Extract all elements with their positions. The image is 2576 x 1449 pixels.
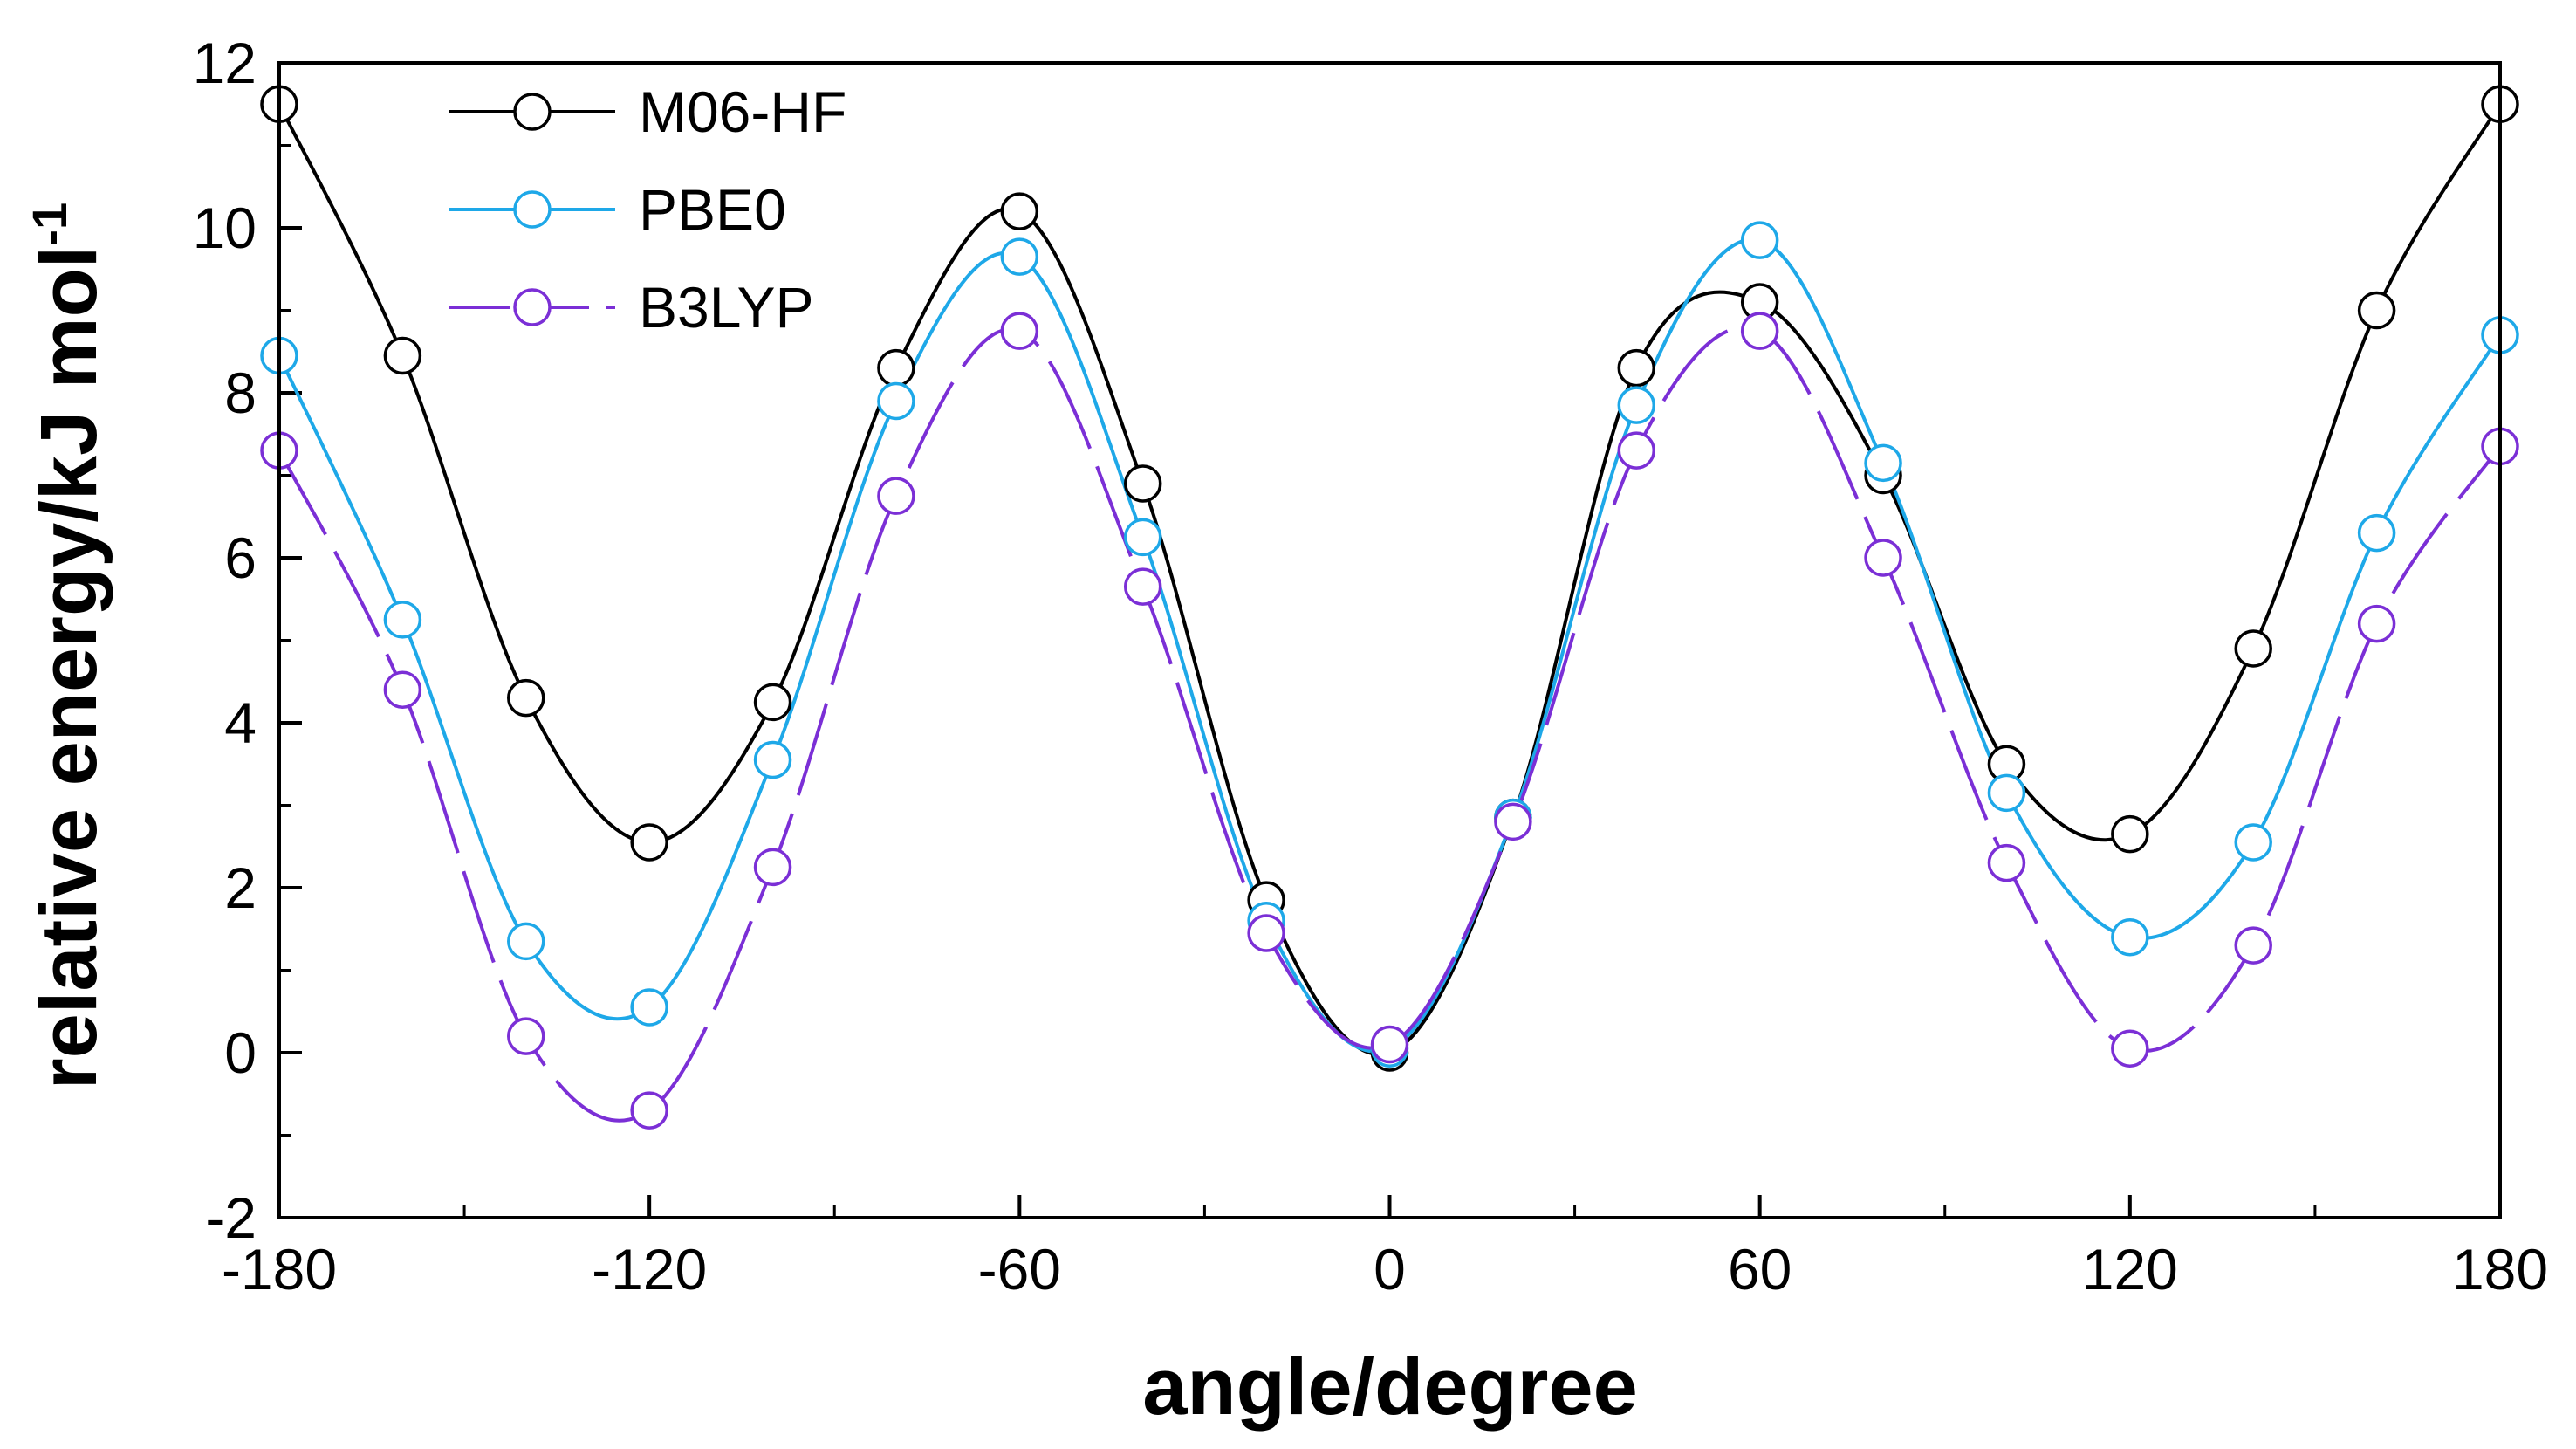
data-point-m06-hf — [507, 678, 545, 718]
data-point-b3lyp — [1247, 914, 1285, 952]
x-tick-label: 120 — [2082, 1237, 2178, 1301]
series-line-pbe0 — [277, 237, 2502, 1054]
legend-marker-pbe0 — [513, 190, 552, 229]
data-point-m06-hf — [2111, 814, 2149, 854]
legend-label-m06-hf: M06-HF — [639, 79, 846, 144]
data-point-pbe0 — [2111, 917, 2149, 957]
y-tick-label: 12 — [193, 31, 257, 95]
data-point-pbe0 — [2234, 823, 2272, 862]
data-point-m06-hf — [1617, 348, 1656, 388]
x-tick-label: 0 — [1374, 1237, 1406, 1301]
data-point-pbe0 — [1987, 773, 2026, 813]
y-axis-title-superscript: -1 — [22, 203, 77, 246]
data-point-b3lyp — [877, 477, 915, 515]
data-point-b3lyp — [2357, 604, 2396, 643]
plot-frame — [277, 61, 2502, 1219]
x-tick-label: -180 — [222, 1237, 337, 1301]
data-point-m06-hf — [2234, 629, 2272, 668]
legend-label-b3lyp: B3LYP — [639, 275, 814, 340]
data-point-b3lyp — [507, 1017, 545, 1055]
data-point-pbe0 — [753, 740, 792, 779]
x-tick-labels: -180 -120 -60 0 60 120 180 — [222, 1237, 2548, 1301]
y-axis-title-main: relative energy/kJ mol — [24, 246, 113, 1090]
y-tick-label: 10 — [193, 196, 257, 260]
legend-marker-b3lyp — [513, 288, 552, 326]
legend-marker-m06-hf — [513, 93, 552, 131]
legend-label-pbe0: PBE0 — [639, 177, 786, 242]
data-point-m06-hf — [1000, 192, 1039, 230]
y-tick-label: 2 — [224, 855, 257, 920]
y-tick-label: 4 — [224, 690, 257, 755]
data-point-b3lyp — [1864, 539, 1902, 577]
data-point-m06-hf — [630, 823, 668, 862]
data-point-pbe0 — [507, 922, 545, 961]
data-point-pbe0 — [2357, 513, 2396, 553]
marker-layer — [260, 85, 2519, 1130]
series-line-m06-hf — [277, 103, 2502, 1056]
y-tick-label: 0 — [224, 1020, 257, 1085]
y-axis-title: relative energy/kJ mol-1 — [22, 203, 113, 1089]
y-tick-label: -2 — [205, 1185, 257, 1250]
data-point-m06-hf — [383, 336, 422, 375]
y-tick-label: 6 — [224, 525, 257, 590]
data-point-b3lyp — [1123, 567, 1162, 606]
x-tick-label: 60 — [1728, 1237, 1792, 1301]
x-axis-title: angle/degree — [1142, 1343, 1638, 1432]
x-tick-label: -120 — [592, 1237, 707, 1301]
data-point-pbe0 — [630, 988, 668, 1027]
data-point-pbe0 — [1000, 237, 1039, 276]
data-point-b3lyp — [1987, 843, 2026, 882]
data-point-b3lyp — [1370, 1025, 1409, 1064]
data-point-pbe0 — [1864, 443, 1902, 483]
data-point-pbe0 — [383, 601, 422, 639]
data-point-b3lyp — [753, 848, 792, 887]
series-layer — [277, 103, 2502, 1123]
data-point-pbe0 — [1123, 518, 1162, 557]
series-line-b3lyp — [277, 326, 2502, 1123]
data-point-m06-hf — [753, 683, 792, 722]
data-point-pbe0 — [1617, 386, 1656, 424]
y-tick-labels: -2 0 2 4 6 8 10 12 — [193, 31, 257, 1250]
data-point-m06-hf — [2357, 291, 2396, 330]
data-point-b3lyp — [1000, 312, 1039, 350]
legend: M06-HF PBE0 B3LYP — [449, 79, 846, 340]
data-point-b3lyp — [1494, 802, 1532, 841]
x-tick-label: 180 — [2452, 1237, 2548, 1301]
data-point-pbe0 — [1740, 221, 1779, 259]
data-point-b3lyp — [1617, 431, 1656, 470]
data-point-b3lyp — [1740, 312, 1779, 350]
data-point-b3lyp — [383, 670, 422, 709]
y-tick-label: 8 — [224, 361, 257, 425]
data-point-b3lyp — [2111, 1029, 2149, 1068]
x-tick-label: -60 — [978, 1237, 1061, 1301]
data-point-m06-hf — [1123, 464, 1162, 503]
data-point-m06-hf — [877, 348, 915, 388]
data-point-b3lyp — [2234, 926, 2272, 965]
minor-ticks — [279, 144, 2317, 1218]
data-point-pbe0 — [877, 381, 915, 421]
data-point-b3lyp — [630, 1091, 668, 1130]
